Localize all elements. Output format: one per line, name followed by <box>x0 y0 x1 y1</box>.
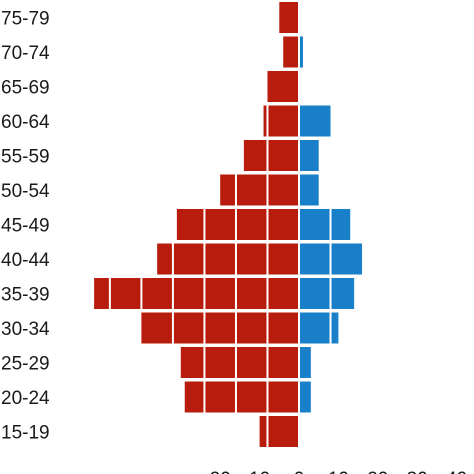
age-label-55-59: 55-59 <box>1 147 50 168</box>
bar-right-25-29 <box>299 347 311 378</box>
bar-left-35-39 <box>94 278 300 309</box>
x-tick-label: 0 <box>294 469 305 474</box>
bar-left-25-29 <box>180 347 299 378</box>
bar-left-30-34 <box>141 312 299 344</box>
bars-group <box>94 2 363 447</box>
bar-left-70-74 <box>283 36 299 68</box>
bar-right-60-64 <box>299 105 331 137</box>
bar-left-60-64 <box>263 105 299 137</box>
bar-right-55-59 <box>299 140 319 171</box>
age-label-30-34: 30-34 <box>1 319 50 340</box>
x-tick-label: 40 <box>446 469 467 474</box>
bar-left-75-79 <box>279 2 299 33</box>
x-tick-label: 10 <box>249 469 270 474</box>
age-label-35-39: 35-39 <box>1 285 50 306</box>
bar-left-20-24 <box>184 381 299 413</box>
age-label-40-44: 40-44 <box>1 250 50 271</box>
bar-right-35-39 <box>299 278 355 309</box>
age-label-70-74: 70-74 <box>1 43 50 64</box>
bar-left-15-19 <box>259 416 299 447</box>
x-tick-label: 20 <box>210 469 231 474</box>
x-tick-label: 10 <box>328 469 349 474</box>
bar-right-30-34 <box>299 312 339 344</box>
x-tick-label: 20 <box>367 469 388 474</box>
age-label-25-29: 25-29 <box>1 354 50 375</box>
bar-right-20-24 <box>299 381 311 413</box>
bar-left-50-54 <box>220 174 299 206</box>
bar-left-55-59 <box>243 140 299 171</box>
bar-left-45-49 <box>176 209 299 240</box>
bar-left-65-69 <box>267 71 299 102</box>
age-label-75-79: 75-79 <box>1 9 50 30</box>
bar-right-45-49 <box>299 209 351 240</box>
bar-right-50-54 <box>299 174 319 206</box>
age-labels-group: 15-19 20-24 25-29 30-34 35-39 40-44 45-49 50-54… <box>1 9 50 444</box>
age-label-65-69: 65-69 <box>1 78 50 99</box>
bar-right-70-74 <box>299 36 303 68</box>
age-label-50-54: 50-54 <box>1 181 50 202</box>
bar-left-40-44 <box>157 243 299 275</box>
age-label-15-19: 15-19 <box>1 423 50 444</box>
age-label-45-49: 45-49 <box>1 216 50 237</box>
age-label-60-64: 60-64 <box>1 112 50 133</box>
x-axis-ticks-group: 20 10 0 10 20 30 40 <box>210 469 468 474</box>
x-tick-label: 30 <box>407 469 428 474</box>
age-label-20-24: 20-24 <box>1 388 50 409</box>
